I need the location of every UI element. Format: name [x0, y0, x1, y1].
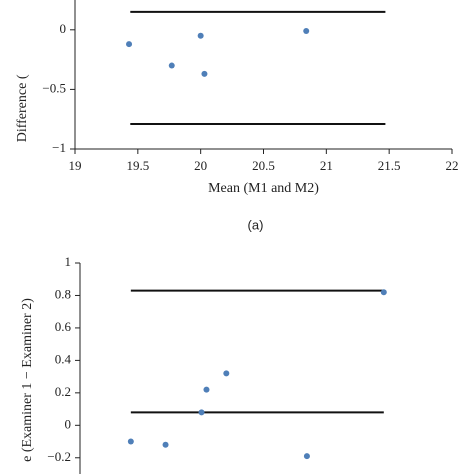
point: [380, 289, 387, 296]
y-tick-label: 0: [60, 21, 67, 36]
caption: (a): [248, 217, 264, 232]
point: [162, 441, 169, 448]
x-tick-label: 19.5: [126, 158, 149, 173]
x-tick-label: 20.5: [252, 158, 275, 173]
x-tick-label: 21.5: [378, 158, 401, 173]
y-tick-label: 0.2: [55, 384, 71, 399]
point: [203, 386, 210, 393]
y-tick-label: 0.6: [55, 319, 72, 334]
y-axis-label: e (Examiner 1 − Examiner 2): [20, 298, 35, 462]
y-axis-label: Difference (: [15, 74, 30, 142]
x-tick-label: 20: [194, 158, 207, 173]
y-tick-label: −0.2: [47, 449, 71, 464]
y-tick-label: 0.8: [55, 286, 71, 301]
x-tick-label: 21: [320, 158, 333, 173]
point: [197, 32, 204, 39]
y-tick-label: −1: [52, 140, 66, 155]
point: [198, 409, 205, 416]
point: [201, 70, 208, 77]
point: [303, 27, 310, 34]
x-axis-label: Mean (M1 and M2): [208, 181, 319, 196]
point: [127, 438, 134, 445]
y-tick-label: 0: [65, 416, 72, 431]
y-tick-label: 0.4: [55, 351, 72, 366]
y-tick-label: 1: [65, 254, 72, 269]
point: [168, 62, 175, 69]
point: [303, 453, 310, 460]
point: [126, 41, 133, 48]
point: [223, 370, 230, 377]
y-tick-label: −0.5: [42, 80, 66, 95]
x-tick-label: 22: [446, 158, 459, 173]
x-tick-label: 19: [69, 158, 82, 173]
